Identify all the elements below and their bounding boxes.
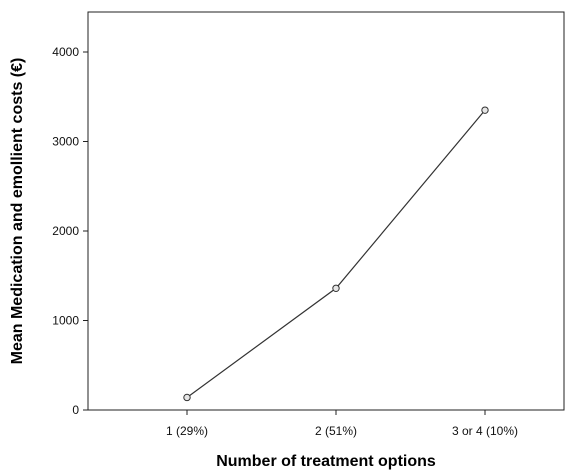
y-tick-label: 0 <box>72 403 79 417</box>
x-tick-label: 3 or 4 (10%) <box>452 424 518 438</box>
x-tick-label: 2 (51%) <box>315 424 357 438</box>
y-tick-label: 3000 <box>52 135 79 149</box>
y-tick-label: 4000 <box>52 45 79 59</box>
data-point <box>183 393 191 402</box>
plot-frame <box>87 11 565 411</box>
x-axis: 1 (29%) 2 (51%) 3 or 4 (10%) <box>166 410 518 438</box>
y-tick-label: 2000 <box>52 224 79 238</box>
x-tick-label: 1 (29%) <box>166 424 208 438</box>
series-layer <box>183 106 489 402</box>
data-point <box>332 284 340 292</box>
x-axis-title: Number of treatment options <box>216 453 436 470</box>
y-axis-title: Mean Medication and emollient costs (€) <box>9 58 26 365</box>
y-tick-label: 1000 <box>52 314 79 328</box>
series-line <box>186 109 486 398</box>
data-point <box>481 106 489 114</box>
y-axis: 0 1000 2000 3000 4000 <box>52 45 88 417</box>
